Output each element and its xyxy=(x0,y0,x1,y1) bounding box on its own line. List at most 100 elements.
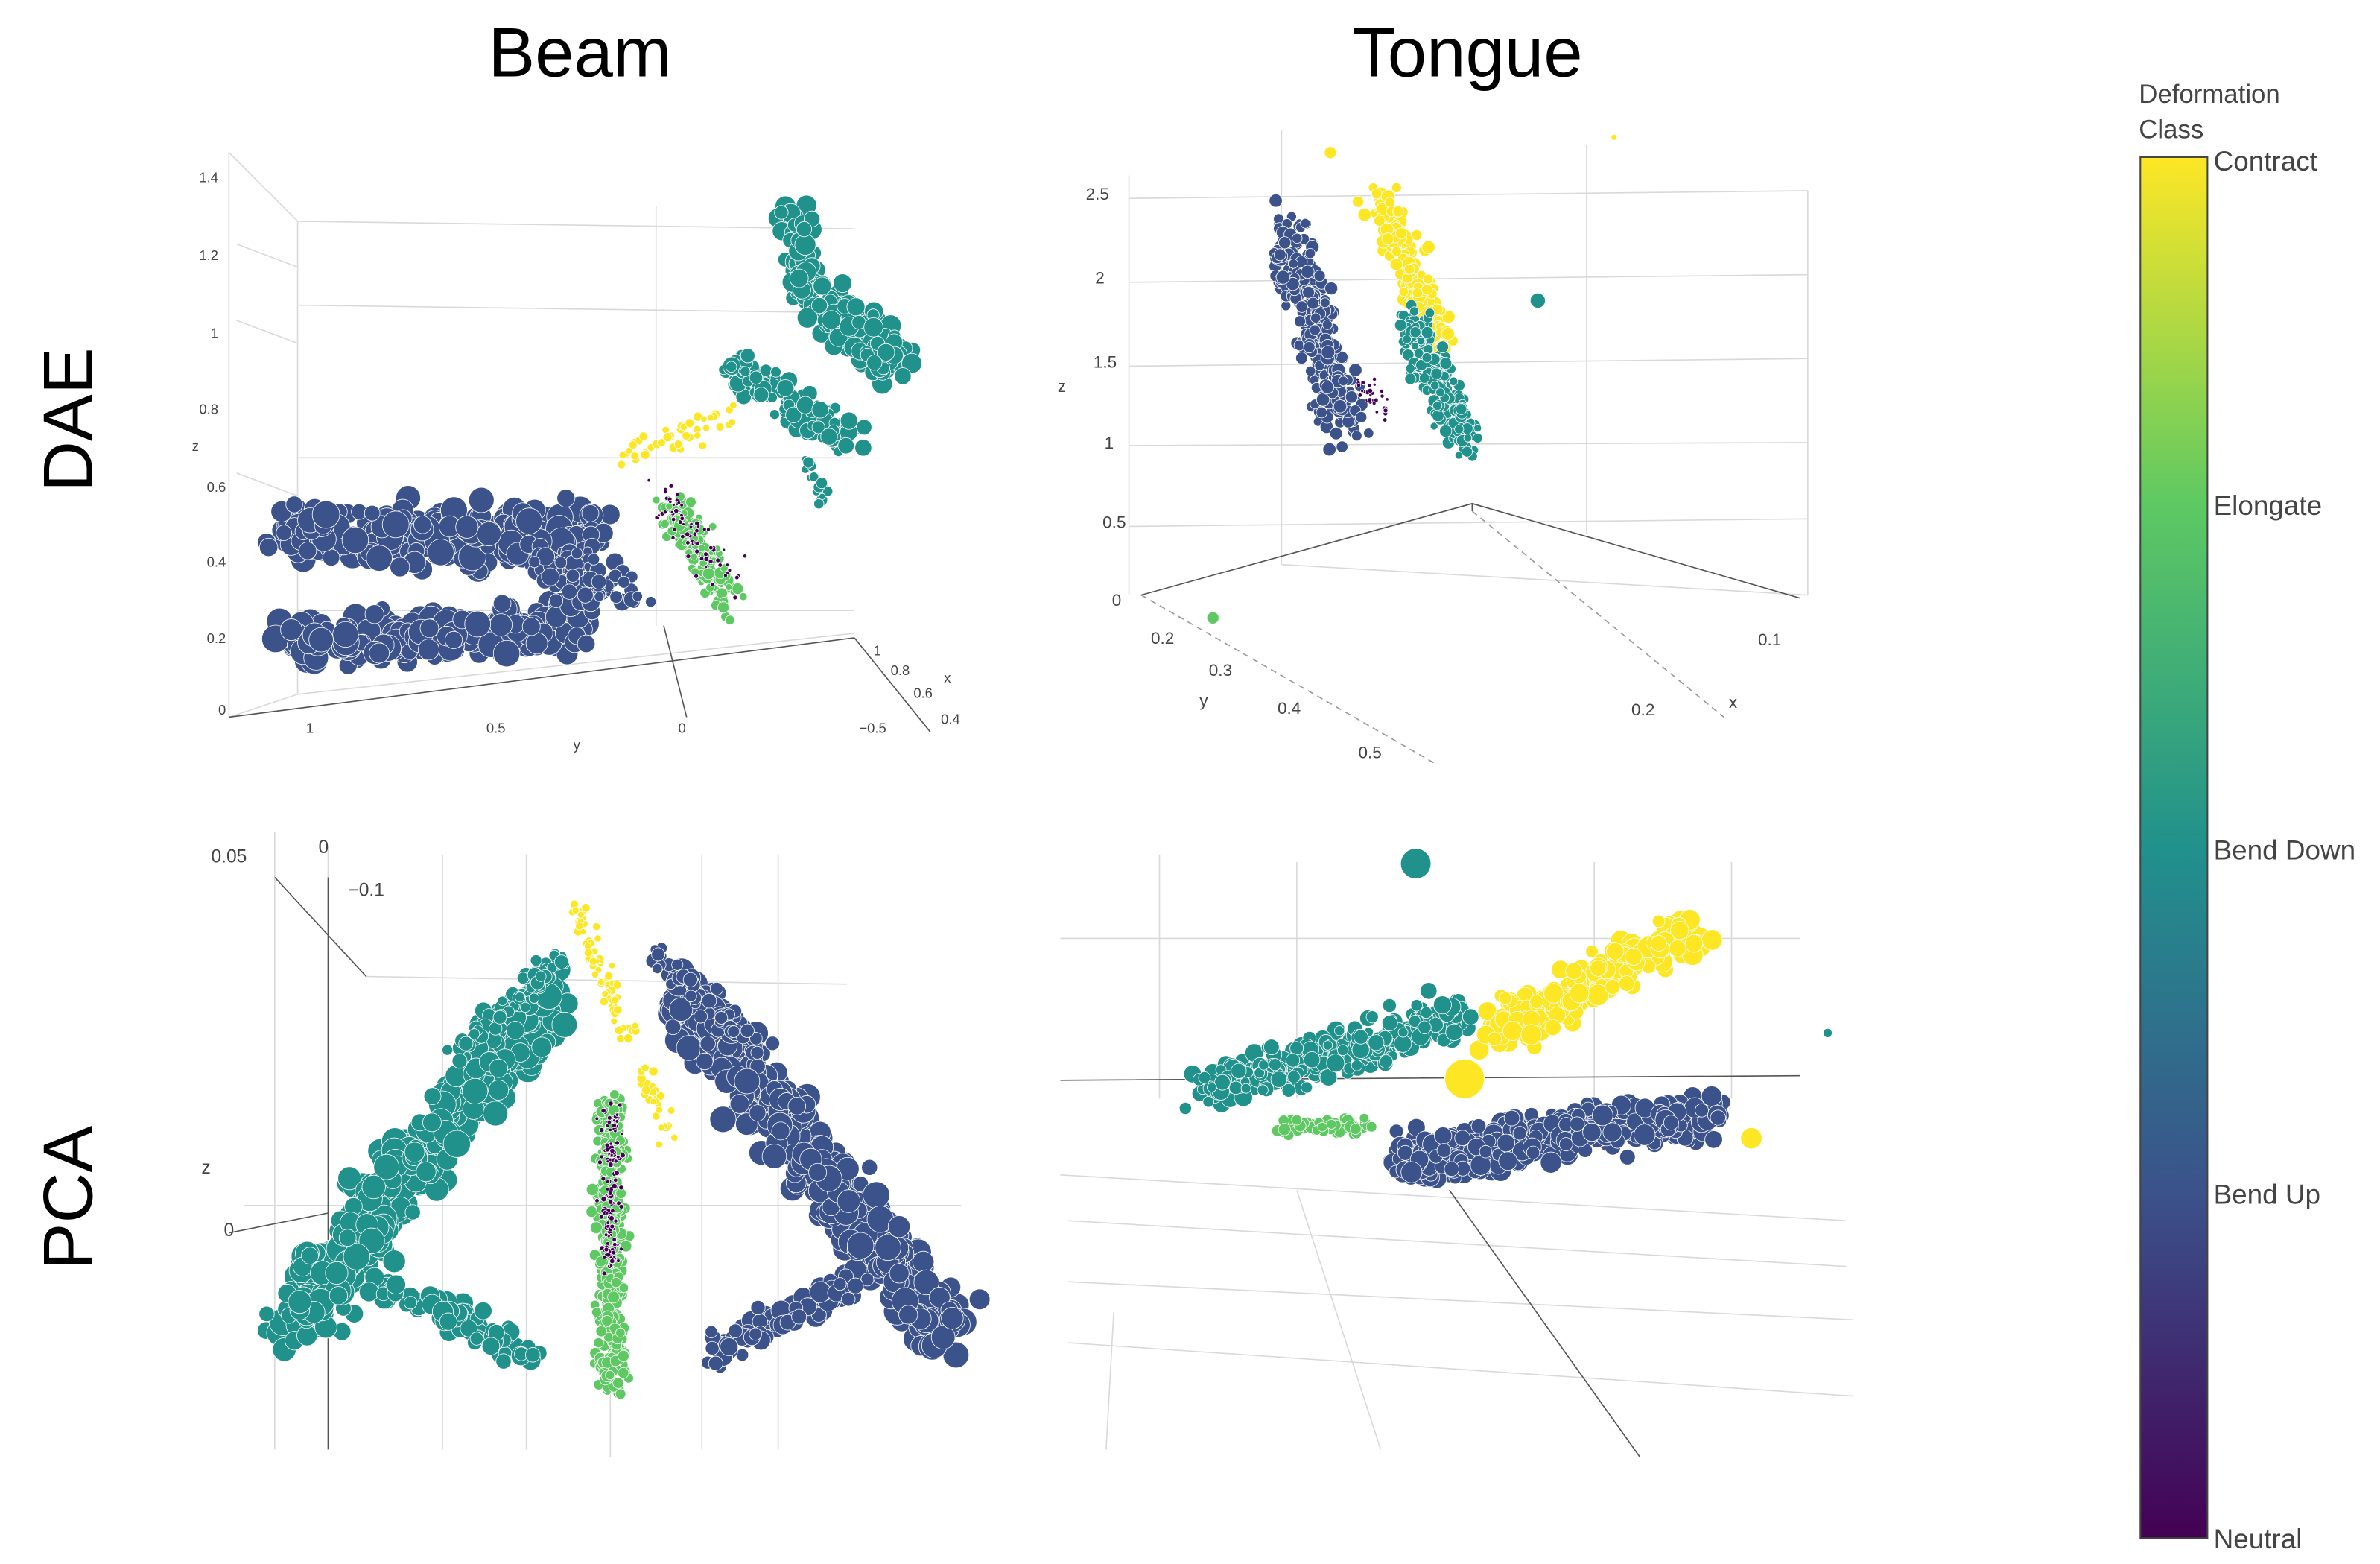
scatter-point xyxy=(427,539,454,566)
scatter-point xyxy=(701,992,717,1009)
scatter-point xyxy=(607,1199,614,1205)
scatter-point xyxy=(1424,308,1435,318)
scatter-point xyxy=(1479,1144,1493,1159)
scatter-point xyxy=(610,1017,618,1025)
scatter-point xyxy=(1402,335,1412,344)
scatter-point xyxy=(364,604,384,624)
scatter-point xyxy=(617,460,626,469)
scatter-point xyxy=(514,992,525,1003)
scatter-point xyxy=(613,1005,623,1015)
scatter-point xyxy=(1348,363,1362,377)
scatter-point xyxy=(1497,1133,1516,1153)
scatter-point xyxy=(528,992,540,1004)
scatter-point xyxy=(1389,1124,1404,1139)
scatter-point xyxy=(601,1270,607,1276)
scatter-point xyxy=(601,990,609,998)
scatter-point xyxy=(301,1247,319,1265)
scatter-point xyxy=(419,618,439,639)
scatter-point xyxy=(382,1250,406,1273)
scatter-point xyxy=(657,1124,665,1132)
scatter-point xyxy=(1403,263,1415,275)
scatter-point xyxy=(847,1277,864,1294)
scatter-point xyxy=(821,310,842,330)
scatter-point xyxy=(1291,1114,1303,1126)
scatter-point xyxy=(343,1243,371,1270)
scatter-point xyxy=(520,1001,531,1013)
scatter-point xyxy=(616,1259,621,1263)
scatter-point xyxy=(1441,326,1455,341)
scatter-point xyxy=(1336,440,1348,453)
scatter-point xyxy=(1374,410,1380,414)
scatter-point xyxy=(594,1198,600,1203)
scatter-point xyxy=(515,507,543,535)
scatter-point xyxy=(665,502,673,510)
scatter-point xyxy=(1302,285,1316,299)
scatter-point xyxy=(841,1292,856,1307)
scatter-point xyxy=(606,1221,611,1225)
scatter-point xyxy=(1295,300,1308,313)
scatter-point xyxy=(1389,258,1403,271)
scatter-point xyxy=(1202,1095,1215,1108)
scatter-point xyxy=(749,370,764,385)
scatter-point xyxy=(583,948,594,957)
scatter-point xyxy=(811,401,829,419)
scatter-point xyxy=(492,639,521,668)
scatter-point xyxy=(605,1211,609,1215)
scatter-point xyxy=(1663,1115,1679,1131)
scatter-point xyxy=(632,591,643,602)
scatter-point xyxy=(469,1028,480,1040)
scatter-point xyxy=(612,1255,617,1259)
scatter-point xyxy=(577,634,596,653)
scatter-point xyxy=(1307,297,1319,310)
scatter-point xyxy=(898,1305,918,1325)
scatter-point xyxy=(771,1121,790,1141)
scatter-point xyxy=(941,1306,964,1330)
scatter-point xyxy=(789,268,809,288)
scatter-point xyxy=(616,1034,625,1043)
scatter-point xyxy=(1454,451,1463,460)
scatter-point xyxy=(1436,341,1450,354)
scatter-point xyxy=(1356,377,1360,381)
scatter-point xyxy=(605,1370,615,1381)
scatter-point xyxy=(489,613,513,637)
point-clouds xyxy=(257,133,1833,1400)
scatter-point xyxy=(1430,381,1440,390)
scatter-point xyxy=(695,541,700,546)
scatter-point xyxy=(796,396,815,414)
scatter-point xyxy=(1303,341,1316,354)
scatter-point xyxy=(608,1101,614,1106)
scatter-point xyxy=(581,504,600,522)
scatter-point xyxy=(1269,194,1283,208)
scatter-point xyxy=(1285,1053,1301,1068)
scatter-point xyxy=(1379,388,1384,394)
scatter-point xyxy=(685,496,696,508)
scatter-point xyxy=(1310,312,1321,323)
scatter-point xyxy=(703,551,709,557)
scatter-point xyxy=(672,527,677,532)
scatter-point xyxy=(609,1258,615,1264)
scatter-point xyxy=(776,379,795,397)
scatter-point xyxy=(734,574,740,580)
scatter-point xyxy=(618,1247,623,1252)
scatter-point xyxy=(1263,1039,1280,1056)
scatter-point xyxy=(700,415,708,423)
scatter-point xyxy=(1420,1006,1432,1019)
scatter-point xyxy=(364,504,381,522)
scatter-point xyxy=(1353,1029,1368,1045)
scatter-point xyxy=(1372,376,1377,381)
scatter-point xyxy=(655,1140,664,1149)
scatter-point xyxy=(609,1215,615,1221)
scatter-point xyxy=(525,1347,541,1363)
scatter-point xyxy=(613,1129,618,1133)
scatter-point xyxy=(1412,287,1423,299)
scatter-point xyxy=(685,554,691,560)
scatter-point xyxy=(276,525,292,541)
scatter-point xyxy=(600,1176,606,1182)
scatter-point xyxy=(1439,357,1453,370)
scatter-point xyxy=(769,409,780,420)
scatter-point xyxy=(366,545,393,572)
scatter-point xyxy=(1382,417,1388,422)
scatter-point xyxy=(1463,433,1473,443)
scatter-point xyxy=(1355,411,1368,423)
scatter-point xyxy=(1398,286,1409,297)
